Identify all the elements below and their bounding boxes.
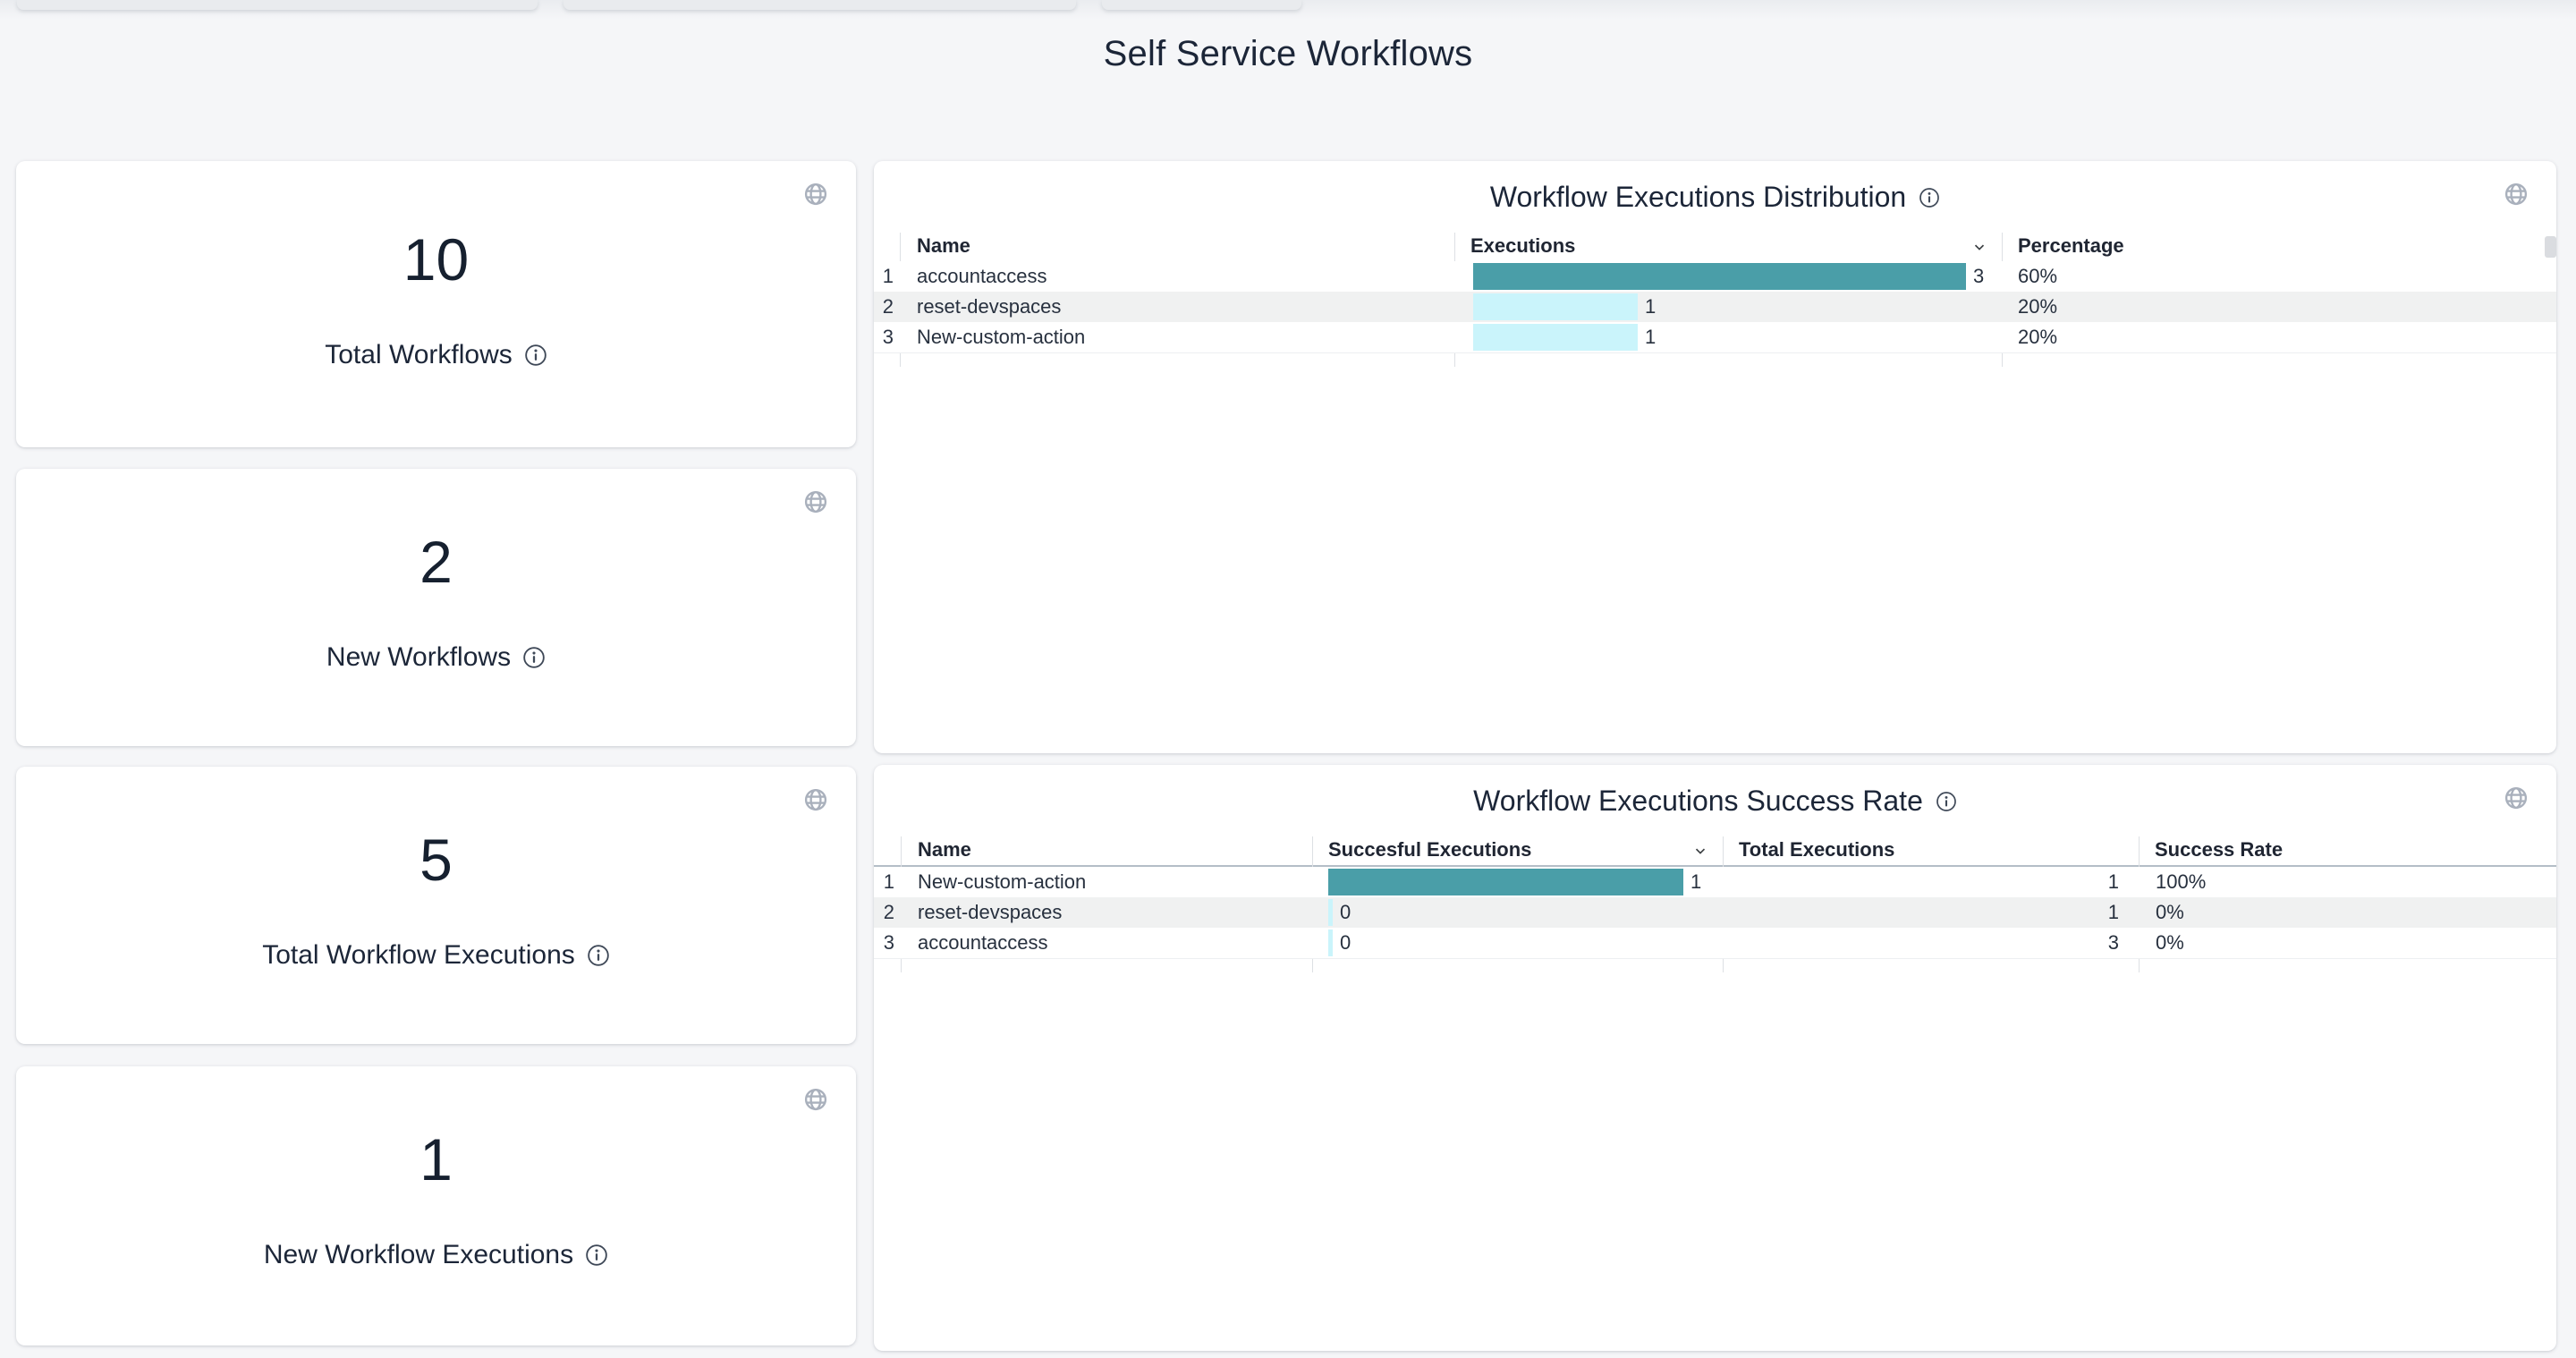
bar-value: 0: [1340, 931, 1352, 954]
info-icon[interactable]: [587, 944, 610, 967]
execution-bar: [1473, 324, 1638, 351]
stat-card-total-workflows: 10 Total Workflows: [16, 161, 856, 447]
globe-icon[interactable]: [802, 1086, 829, 1113]
globe-icon[interactable]: [802, 181, 829, 208]
cell-total-executions: 1: [2107, 901, 2119, 923]
info-icon[interactable]: [524, 344, 547, 367]
page-title: Self Service Workflows: [1103, 34, 1473, 73]
column-header-successful-executions[interactable]: Succesful Executions: [1312, 836, 1723, 865]
workflow-executions-success-rate-card: Workflow Executions Success Rate Name Su…: [874, 765, 2556, 1351]
cell-name: reset-devspaces: [918, 901, 1063, 923]
stat-label-text: Total Workflows: [325, 340, 513, 369]
table-title: Workflow Executions Success Rate: [874, 785, 2556, 818]
globe-icon[interactable]: [802, 488, 829, 515]
cell-success-rate: 0%: [2156, 931, 2184, 954]
bar-value: 1: [1645, 326, 1657, 348]
stat-label-text: Total Workflow Executions: [262, 940, 575, 970]
cell-percentage: 20%: [2018, 295, 2058, 318]
column-header-total-executions[interactable]: Total Executions: [1739, 838, 1895, 861]
chevron-down-icon[interactable]: [1692, 843, 1708, 859]
info-icon[interactable]: [585, 1243, 608, 1267]
table-title: Workflow Executions Distribution: [874, 181, 2556, 214]
execution-bar: [1473, 293, 1638, 320]
cell-total-executions: 1: [2107, 870, 2119, 893]
row-number: 1: [882, 265, 894, 287]
bar-value: 0: [1340, 901, 1352, 923]
stat-card-total-workflow-executions: 5 Total Workflow Executions: [16, 767, 856, 1044]
column-header-text: Executions: [1470, 234, 1576, 257]
scrollbar-thumb[interactable]: [2545, 236, 2556, 258]
info-icon[interactable]: [1936, 791, 1957, 812]
stat-label-text: New Workflow Executions: [263, 1240, 574, 1269]
table-row: 1 New-custom-action 1 1 100%: [874, 867, 2556, 898]
chevron-down-icon[interactable]: [1971, 239, 1987, 255]
row-number: 1: [883, 870, 894, 893]
stat-label-text: New Workflows: [326, 642, 512, 672]
cell-name: New-custom-action: [918, 870, 1087, 893]
bar-value: 3: [1973, 265, 1985, 287]
cutoff-card-edge: [564, 0, 1076, 10]
cell-name: reset-devspaces: [917, 295, 1062, 318]
table-row: 3 accountaccess 0 3 0%: [874, 928, 2556, 959]
column-header-executions[interactable]: Executions: [1454, 233, 2002, 261]
globe-icon[interactable]: [2503, 181, 2529, 208]
stat-label: New Workflow Executions: [16, 1240, 856, 1270]
table-row: 2 reset-devspaces 0 1 0%: [874, 897, 2556, 929]
table-title-text: Workflow Executions Distribution: [1489, 181, 1907, 213]
table-row: 1 accountaccess 3 60%: [874, 261, 2556, 293]
column-header-text: Succesful Executions: [1328, 838, 1532, 861]
stat-label: Total Workflows: [16, 340, 856, 370]
table-row: 2 reset-devspaces 1 20%: [874, 292, 2556, 323]
globe-icon[interactable]: [2503, 785, 2529, 811]
cell-success-rate: 100%: [2156, 870, 2207, 893]
cutoff-card-edge: [17, 0, 538, 10]
table-header-row: Name Executions Percentage: [874, 233, 2556, 263]
row-number: 3: [883, 931, 894, 954]
table-title-text: Workflow Executions Success Rate: [1473, 785, 1923, 817]
table-row: 3 New-custom-action 1 20%: [874, 322, 2556, 353]
row-number: 2: [882, 295, 894, 318]
stat-label: Total Workflow Executions: [16, 940, 856, 971]
cell-success-rate: 0%: [2156, 901, 2184, 923]
stat-value: 1: [419, 1126, 453, 1192]
column-header-name[interactable]: Name: [917, 234, 970, 257]
cell-total-executions: 3: [2107, 931, 2119, 954]
cell-successful-bar: 1: [1328, 867, 1722, 897]
column-header-success-rate[interactable]: Success Rate: [2155, 838, 2284, 861]
stat-label: New Workflows: [16, 642, 856, 673]
cell-executions-bar: 3: [1473, 261, 1992, 292]
bar-value: 1: [1645, 295, 1657, 318]
stat-card-new-workflows: 2 New Workflows: [16, 469, 856, 746]
cell-executions-bar: 1: [1473, 292, 1992, 322]
stat-value: 5: [419, 827, 453, 893]
info-icon[interactable]: [522, 646, 546, 669]
cell-percentage: 60%: [2018, 265, 2058, 287]
row-number: 2: [883, 901, 894, 923]
execution-bar: [1473, 263, 1966, 290]
cell-percentage: 20%: [2018, 326, 2058, 348]
cell-executions-bar: 1: [1473, 322, 1992, 352]
cutoff-card-edge: [1102, 0, 1301, 10]
cell-successful-bar: 0: [1328, 897, 1722, 928]
table-header-row: Name Succesful Executions Total Executio…: [874, 836, 2556, 867]
column-header-percentage[interactable]: Percentage: [2018, 234, 2124, 257]
workflow-executions-distribution-card: Workflow Executions Distribution Name Ex…: [874, 161, 2556, 753]
stat-value: 10: [402, 226, 470, 293]
globe-icon[interactable]: [802, 786, 829, 813]
cell-name: accountaccess: [918, 931, 1048, 954]
bar-value: 1: [1690, 870, 1702, 893]
execution-bar: [1328, 869, 1683, 895]
info-icon[interactable]: [1919, 187, 1940, 208]
cell-name: accountaccess: [917, 265, 1047, 287]
stat-card-new-workflow-executions: 1 New Workflow Executions: [16, 1066, 856, 1345]
execution-bar: [1328, 929, 1333, 956]
column-header-name[interactable]: Name: [918, 838, 971, 861]
row-number: 3: [882, 326, 894, 348]
cell-successful-bar: 0: [1328, 928, 1722, 958]
stat-value: 2: [419, 529, 453, 595]
execution-bar: [1328, 899, 1333, 926]
cell-name: New-custom-action: [917, 326, 1086, 348]
